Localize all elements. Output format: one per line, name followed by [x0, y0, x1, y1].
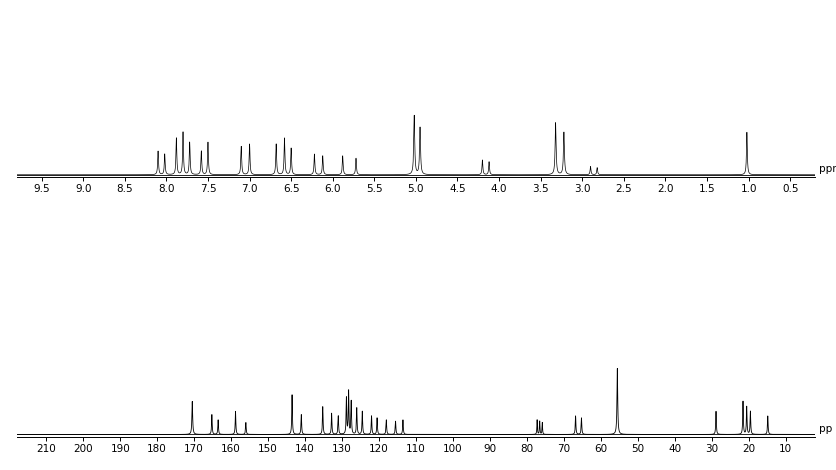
Text: ppm: ppm	[819, 164, 836, 174]
Text: pp: pp	[819, 424, 833, 434]
